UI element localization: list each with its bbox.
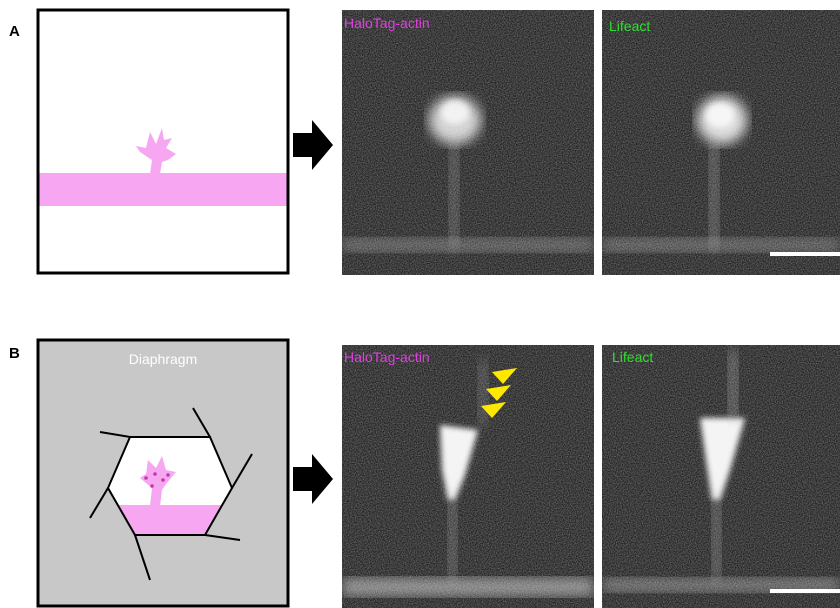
panel-label: B (9, 345, 20, 362)
micrograph (602, 345, 840, 608)
image-label: Lifeact (609, 18, 650, 34)
arrow (293, 454, 333, 504)
image-label: HaloTag-actin (344, 15, 430, 31)
micrograph (602, 10, 840, 275)
image-label: HaloTag-actin (344, 349, 430, 365)
schematic (38, 340, 288, 606)
arrow (293, 120, 333, 170)
figure: A HaloTag-actin Lifeact B (0, 0, 840, 608)
panel-label: A (9, 23, 20, 40)
schematic-label: Diaphragm (129, 351, 197, 367)
micrograph (342, 345, 594, 608)
schematic (38, 10, 288, 273)
micrograph (342, 10, 594, 275)
image-label: Lifeact (612, 349, 653, 365)
